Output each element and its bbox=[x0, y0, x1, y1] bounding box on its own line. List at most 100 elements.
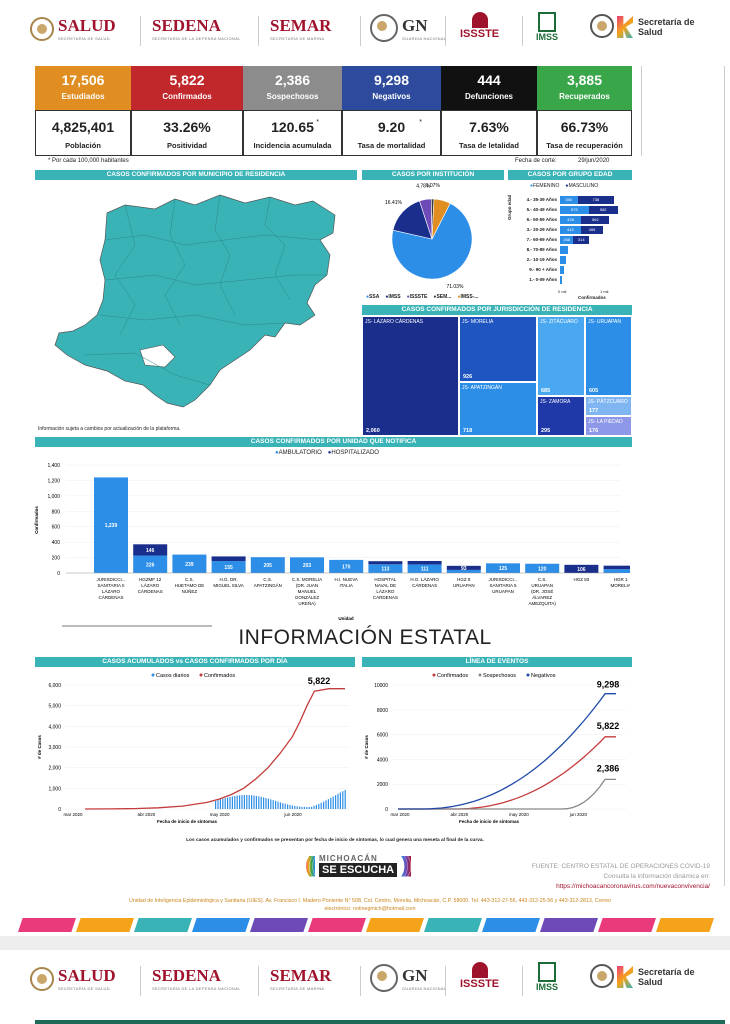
daily-bar bbox=[337, 793, 339, 809]
treemap-cell-6[interactable]: JS- PÁTZCUARO 177 bbox=[585, 396, 632, 416]
bar-hospitalizado-12[interactable] bbox=[564, 564, 599, 573]
sedena-text-2: SEDENA bbox=[152, 966, 221, 985]
title-jurisdiccion: CASOS CONFIRMADOS POR JURISDICCIÓN DE RE… bbox=[362, 305, 632, 315]
daily-bar bbox=[344, 789, 346, 809]
bar-ambulatorio-11[interactable] bbox=[525, 563, 560, 573]
url-link[interactable]: https://michoacancoronavirus.com/nuevaco… bbox=[556, 883, 710, 890]
kpi-label: Sospechosos bbox=[266, 92, 319, 101]
line-series-1 bbox=[398, 778, 616, 810]
daily-bar bbox=[253, 795, 255, 809]
bar-hospitalizado-8[interactable] bbox=[407, 560, 442, 565]
bar-hospitalizado-13[interactable] bbox=[603, 565, 630, 570]
treemap-cell-5[interactable]: JS- ZAMORA 295 bbox=[537, 396, 585, 436]
bar-ambulatorio-5[interactable] bbox=[290, 557, 324, 573]
daily-bar bbox=[255, 795, 257, 809]
edad-bar-masc[interactable]: 455 bbox=[580, 226, 604, 234]
bar-ambulatorio-7[interactable] bbox=[368, 564, 403, 573]
pie-institucion: 71.03% 16.41% 4.78%1.07% bbox=[385, 183, 473, 290]
daily-bar bbox=[219, 799, 221, 809]
treemap-cell-7[interactable]: JS- LA PIEDAD 176 bbox=[585, 416, 632, 436]
edad-bar-masc[interactable]: 314 bbox=[573, 236, 590, 244]
bar-hospitalizado-3[interactable] bbox=[211, 556, 246, 562]
map-note: Información sujeta a cambios por actuali… bbox=[38, 426, 181, 432]
legend-label-2: Negativos bbox=[531, 673, 556, 679]
edad-bar-masc[interactable]: 738 bbox=[577, 196, 615, 204]
strip-segment bbox=[366, 918, 424, 932]
edad-bar-fem[interactable]: 426 bbox=[560, 216, 582, 224]
edad-bar-fem[interactable] bbox=[560, 276, 562, 284]
daily-bar bbox=[294, 805, 296, 809]
treemap-value: 176 bbox=[589, 428, 599, 434]
pie-legend-label: ISSSTE bbox=[409, 294, 428, 300]
bar-amb-label: 125 bbox=[499, 566, 508, 572]
strip-segment bbox=[250, 918, 308, 932]
bar-category-label: ÁLVAREZ bbox=[532, 594, 552, 600]
bar-ambulatorio-0[interactable] bbox=[94, 477, 128, 573]
bar-ambulatorio-1[interactable] bbox=[133, 555, 168, 573]
pie-slice-0[interactable] bbox=[391, 202, 473, 280]
edad-legend: ●FEMENINO ●MASCULINO bbox=[530, 183, 598, 189]
bar-amb-label: 113 bbox=[381, 567, 389, 573]
edad-bar-fem[interactable] bbox=[560, 256, 566, 264]
bar-ambulatorio-6[interactable] bbox=[329, 559, 364, 573]
strip-segment bbox=[76, 918, 134, 932]
treemap-cell-4[interactable]: JS- URUAPAN 605 bbox=[585, 316, 632, 396]
edad-bar-fem[interactable]: 268 bbox=[560, 236, 574, 244]
edad-label: 9.- 90 + Años bbox=[529, 267, 557, 272]
treemap-cell-1[interactable]: JS- MORELIA 926 bbox=[459, 316, 537, 382]
semar-logo-2: SEMAR SECRETARÍA DE MARINA bbox=[270, 966, 331, 991]
scroll-indicator[interactable] bbox=[62, 625, 212, 627]
page-gap bbox=[0, 936, 730, 950]
bar-hospitalizado-1[interactable] bbox=[133, 544, 168, 556]
bar-category-label: HGZMF 12 bbox=[139, 577, 162, 582]
bar-amb-label: 170 bbox=[342, 564, 351, 570]
ytick: 2,000 bbox=[48, 766, 61, 772]
imss-icon bbox=[538, 962, 556, 982]
pie-slice-4[interactable] bbox=[431, 198, 451, 240]
edad-bar-fem[interactable] bbox=[560, 246, 568, 254]
treemap-cell-2[interactable]: JS- APATZINGÁN 718 bbox=[459, 382, 537, 436]
bar-hospitalizado-9[interactable] bbox=[446, 565, 481, 570]
edad-bar-masc[interactable]: 582 bbox=[588, 206, 618, 214]
edad-bar-fem[interactable]: 573 bbox=[560, 206, 589, 214]
bar-ambulatorio-3[interactable] bbox=[211, 561, 246, 573]
pie-legend-label: IMSS bbox=[388, 294, 401, 300]
edad-label: 6.- 50-59 Años bbox=[526, 217, 557, 222]
bar-ambulatorio-4[interactable] bbox=[250, 557, 285, 573]
treemap-label: JS- MORELIA bbox=[462, 319, 494, 325]
michoacan-text: MICHOACÁN bbox=[318, 853, 378, 863]
title-estatal: INFORMACIÓN ESTATAL bbox=[238, 626, 492, 649]
bar-category-label: AMEZQUITA) bbox=[528, 601, 556, 606]
title-acumulados: CASOS ACUMULADOS vs CASOS CONFIRMADOS PO… bbox=[35, 657, 355, 667]
edad-bar-fem[interactable] bbox=[560, 266, 564, 274]
kpi-card-5: 3,885 Recuperados bbox=[537, 66, 632, 110]
bar-ambulatorio-2[interactable] bbox=[172, 554, 207, 573]
gn-logo-2: GN GUARDIA NACIONAL bbox=[370, 964, 446, 992]
bar-ambulatorio-8[interactable] bbox=[407, 564, 442, 573]
bar-category-label: HGZ 8 bbox=[457, 577, 471, 582]
strip-segment bbox=[134, 918, 192, 932]
kpi-stat-label: Incidencia acumulada bbox=[253, 141, 332, 150]
page-divider bbox=[641, 66, 642, 156]
bar-ambulatorio-10[interactable] bbox=[486, 563, 520, 573]
edad-bar-fem[interactable]: 413 bbox=[560, 226, 581, 234]
treemap-cell-0[interactable]: JS- LÁZARO CÁRDENAS 2,060 bbox=[362, 316, 459, 436]
edad-bar-masc[interactable]: 562 bbox=[581, 216, 610, 224]
bar-ambulatorio-9[interactable] bbox=[446, 569, 481, 573]
sedena-text: SEDENA bbox=[152, 16, 221, 35]
daily-bar bbox=[258, 796, 260, 809]
treemap-cell-3[interactable]: JS- ZITÁCUARO 685 bbox=[537, 316, 585, 396]
xtick: may 2020 bbox=[509, 812, 529, 817]
edad-row-3: 3.- 20-29 Años 413 455 bbox=[513, 226, 633, 235]
map-lake bbox=[139, 344, 176, 368]
bar-hospitalizado-7[interactable] bbox=[368, 561, 403, 565]
state-seal-icon bbox=[590, 14, 614, 38]
bar-ambulatorio-13[interactable] bbox=[603, 569, 630, 573]
edad-bar-fem[interactable]: 350 bbox=[560, 196, 578, 204]
bar-category-label: HGZ 83 bbox=[574, 577, 590, 582]
footnote: Los casos acumulados y confirmados se pr… bbox=[186, 838, 484, 843]
ytick: 10000 bbox=[374, 683, 388, 689]
kpi-label: Negativos bbox=[372, 92, 411, 101]
pie-label-3: 1.07% bbox=[426, 183, 441, 189]
daily-bar bbox=[270, 799, 272, 809]
